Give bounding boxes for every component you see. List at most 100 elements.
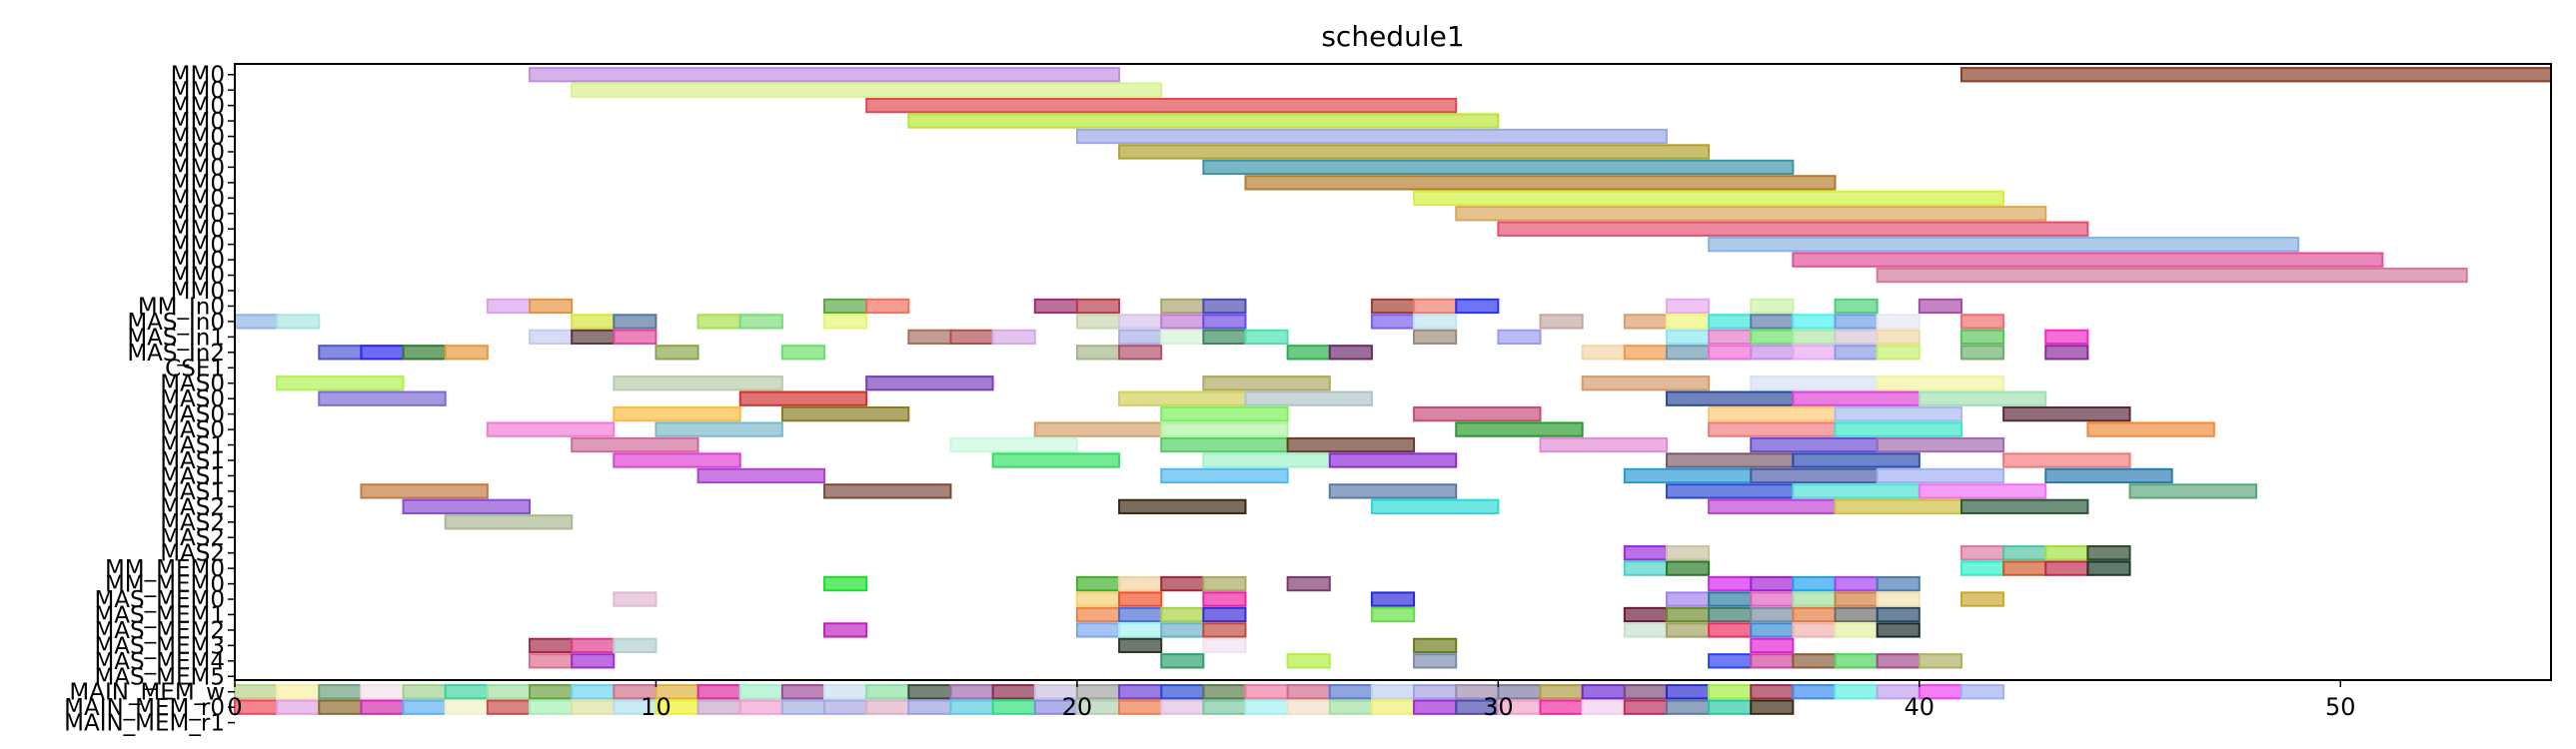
task-bar (402, 498, 532, 514)
task-bar (444, 345, 489, 361)
task-bar (907, 699, 952, 715)
task-bar (2002, 545, 2047, 561)
task-bar (402, 699, 447, 715)
task-bar (276, 314, 321, 330)
task-bar (696, 699, 741, 715)
task-bar (1244, 329, 1289, 346)
task-bar (823, 622, 868, 638)
task-bar (865, 298, 910, 315)
task-bar (1244, 175, 1837, 191)
task-bar (360, 684, 405, 700)
y-tick-label: MAS_MEM1 (94, 602, 225, 628)
y-tick-label: MAS0 (160, 386, 225, 412)
y-tick-label: MM0 (171, 217, 225, 243)
task-bar (1665, 329, 1711, 346)
x-axis: 0 10 20 30 40 50 (227, 680, 2356, 721)
task-bar (1665, 390, 1795, 406)
x-tick-label: 10 (641, 693, 671, 721)
task-bar (1959, 314, 2005, 330)
task-bar (1202, 606, 1247, 623)
task-bar (1834, 622, 1879, 638)
task-bar (1876, 375, 2005, 391)
task-bar (1202, 329, 1247, 346)
task-bar (907, 329, 952, 346)
task-bar (1370, 684, 1416, 700)
task-bar (2086, 421, 2215, 437)
task-bar (696, 467, 826, 484)
task-bar (1160, 436, 1289, 453)
task-bar (1413, 684, 1458, 700)
task-bar (1075, 345, 1121, 361)
task-bar (571, 329, 616, 346)
task-bar (1959, 329, 2005, 346)
task-bar (949, 684, 994, 700)
task-bar (1539, 684, 1584, 700)
task-bar (1413, 637, 1458, 654)
task-bar (1876, 345, 1921, 361)
task-bar (1413, 653, 1458, 669)
task-bar (1834, 575, 1879, 592)
task-bar (1075, 575, 1121, 592)
task-bar (1792, 329, 1837, 346)
task-bar (1202, 591, 1247, 607)
task-bar (1708, 606, 1753, 623)
y-tick-label: MM0 (171, 233, 225, 259)
task-bar (1328, 699, 1373, 715)
x-tick-label: 0 (227, 693, 242, 721)
task-bar (1413, 298, 1458, 315)
task-bar (1623, 699, 1668, 715)
task-bar (1118, 314, 1163, 330)
task-bar (991, 329, 1036, 346)
y-tick-label: MM0 (171, 63, 225, 89)
task-bar (1075, 591, 1121, 607)
task-bar (1286, 436, 1416, 453)
y-tick-label: MM_MEM0 (105, 572, 225, 598)
task-bar (1665, 545, 1711, 561)
task-bar (1202, 159, 1795, 176)
task-bar (1286, 345, 1331, 361)
task-bar (1370, 314, 1416, 330)
task-bar (1792, 390, 1921, 406)
task-bar (1792, 575, 1837, 592)
task-bar (1708, 237, 2300, 253)
y-tick-label: MM0 (171, 186, 225, 212)
task-bar (613, 452, 741, 468)
task-bar (1708, 314, 1753, 330)
task-bar (613, 637, 657, 654)
task-bar (1328, 452, 1458, 468)
y-tick-label: MM_MEM0 (105, 556, 225, 582)
task-bar (1750, 653, 1795, 669)
task-bar (1918, 298, 1962, 315)
task-bar (1750, 684, 1795, 700)
task-bar (529, 637, 574, 654)
task-bar (1118, 622, 1163, 638)
task-bar (1497, 329, 1542, 346)
y-tick-label: MAS1 (160, 448, 225, 474)
task-bar (571, 314, 616, 330)
task-bar (1623, 314, 1668, 330)
task-bar (1370, 498, 1500, 514)
task-bar (2044, 329, 2089, 346)
task-bar (1286, 653, 1331, 669)
task-bar (1202, 314, 1247, 330)
task-bar (1623, 606, 1668, 623)
task-bar (1876, 467, 2005, 484)
task-bar (1286, 684, 1331, 700)
task-bar (1581, 684, 1626, 700)
task-bar (1160, 575, 1205, 592)
task-bar (402, 345, 447, 361)
x-tick-label: 40 (1905, 693, 1935, 721)
task-bar (907, 113, 1500, 129)
task-bar (1750, 606, 1795, 623)
task-bar (1792, 314, 1837, 330)
task-bar (949, 699, 994, 715)
task-bar (1202, 375, 1331, 391)
task-bar (1708, 622, 1753, 638)
task-bar (1118, 390, 1247, 406)
task-bar (1750, 467, 1879, 484)
y-tick-label: MAIN_MEM_r1 (64, 711, 225, 737)
task-bar (1750, 637, 1795, 654)
task-bar (571, 82, 1163, 98)
task-bar (1665, 452, 1795, 468)
task-bar (1160, 329, 1205, 346)
